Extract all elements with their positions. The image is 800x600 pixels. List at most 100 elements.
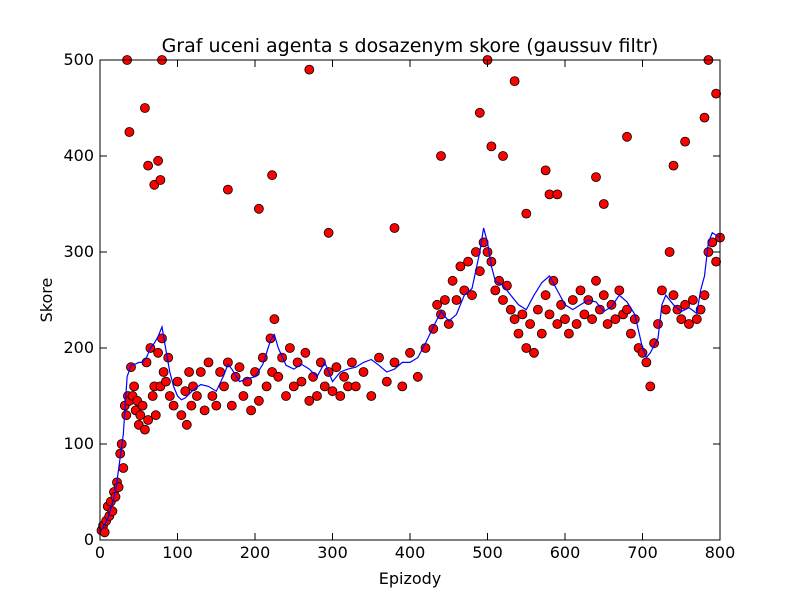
data-point: [389, 223, 400, 233]
data-point: [598, 290, 609, 301]
data-point: [602, 319, 613, 329]
chart-title: Graf uceni agenta s dosazenym skore (gau…: [162, 35, 659, 57]
data-point: [474, 107, 485, 118]
data-point: [191, 391, 202, 401]
data-point: [653, 319, 663, 329]
data-point: [339, 371, 350, 382]
data-point: [350, 381, 361, 392]
data-point: [412, 371, 423, 382]
data-point: [536, 328, 547, 339]
y-axis-label: Skore: [37, 278, 56, 323]
data-point: [432, 299, 443, 310]
data-point: [490, 285, 501, 296]
data-point: [575, 285, 586, 296]
data-point: [703, 247, 714, 257]
x-tick-label: 200: [240, 543, 271, 562]
data-point: [234, 362, 245, 373]
data-point: [544, 309, 555, 320]
data-point: [143, 160, 154, 171]
data-point: [598, 199, 609, 209]
data-point: [184, 367, 195, 377]
data-point: [525, 319, 535, 329]
data-point: [199, 405, 210, 416]
data-point: [540, 290, 551, 301]
y-tick-label: 500: [63, 50, 94, 69]
data-point: [610, 314, 621, 325]
data-point: [331, 362, 342, 373]
data-point: [447, 275, 458, 286]
data-point: [595, 304, 605, 315]
data-point: [312, 391, 322, 401]
data-point: [186, 400, 197, 411]
data-point: [118, 463, 129, 473]
data-point: [509, 76, 520, 86]
data-point: [463, 256, 474, 267]
x-axis: 0 100 200 300 400 500 600 700 800: [95, 60, 735, 562]
data-point: [668, 290, 679, 301]
data-point: [273, 371, 284, 382]
data-point: [211, 400, 222, 411]
data-point: [567, 295, 578, 305]
data-point: [645, 381, 656, 392]
data-point: [397, 381, 408, 392]
data-point: [267, 170, 278, 181]
data-point: [253, 203, 264, 214]
data-point: [684, 319, 694, 329]
data-point: [509, 314, 520, 325]
data-point: [660, 304, 671, 315]
data-point: [300, 347, 311, 358]
data-point: [139, 424, 150, 435]
data-point: [436, 151, 446, 161]
data-point: [319, 381, 330, 392]
data-point: [281, 391, 291, 401]
data-point: [219, 381, 229, 392]
data-point: [455, 261, 466, 272]
data-point: [327, 386, 338, 397]
data-point: [346, 357, 357, 368]
data-point: [180, 386, 191, 397]
data-point: [664, 247, 675, 257]
data-point: [139, 103, 150, 113]
data-point: [381, 376, 392, 387]
data-point: [641, 357, 652, 368]
data-point: [253, 395, 264, 406]
data-point: [389, 357, 400, 368]
x-tick-label: 100: [162, 543, 193, 562]
y-tick-label: 400: [63, 146, 94, 165]
data-point: [467, 290, 477, 301]
data-point: [358, 367, 369, 377]
data-point: [657, 285, 667, 296]
data-point: [556, 299, 566, 310]
y-tick-label: 100: [63, 434, 94, 453]
data-point: [626, 328, 636, 339]
data-point: [153, 347, 164, 358]
data-point: [451, 295, 462, 305]
data-point: [296, 376, 307, 387]
data-point: [672, 304, 683, 315]
data-point: [164, 391, 175, 401]
x-tick-label: 700: [627, 543, 658, 562]
data-point: [498, 295, 508, 305]
data-point: [176, 410, 187, 421]
data-point: [529, 347, 539, 358]
data-point: [498, 151, 508, 161]
data-point: [335, 391, 346, 401]
data-point: [261, 381, 272, 392]
data-point: [155, 175, 166, 185]
data-point: [482, 247, 493, 257]
data-point: [521, 343, 532, 353]
data-point: [366, 391, 377, 401]
data-point: [168, 400, 179, 411]
data-point: [226, 400, 237, 411]
data-point: [486, 141, 497, 152]
data-point: [711, 88, 721, 99]
data-point: [129, 381, 140, 392]
data-point: [494, 275, 505, 286]
data-point: [121, 410, 132, 421]
data-point: [668, 160, 679, 171]
x-tick-label: 0: [95, 543, 105, 562]
data-point: [587, 314, 597, 325]
data-point: [699, 112, 710, 123]
data-point: [564, 328, 574, 339]
